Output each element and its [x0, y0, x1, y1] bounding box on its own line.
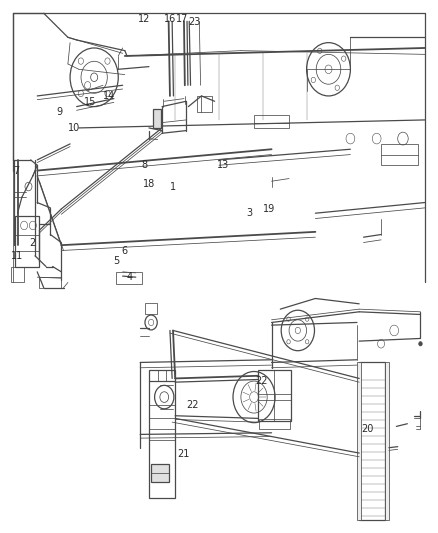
Text: 13: 13 [217, 160, 230, 170]
Circle shape [419, 342, 422, 346]
Bar [39, 277, 61, 288]
Text: 22: 22 [256, 376, 268, 386]
Text: 5: 5 [113, 256, 119, 266]
Bar [385, 362, 389, 520]
Text: 17: 17 [176, 14, 188, 23]
Text: 10: 10 [68, 123, 81, 133]
Bar [258, 370, 291, 421]
Bar [197, 96, 212, 112]
Text: 20: 20 [362, 424, 374, 434]
Text: 1: 1 [170, 182, 176, 191]
Bar [381, 144, 418, 165]
Bar [357, 362, 361, 520]
Text: 3: 3 [247, 208, 253, 218]
Text: 15: 15 [84, 98, 96, 107]
Text: 21: 21 [177, 449, 189, 459]
Bar [145, 303, 157, 314]
Text: 12: 12 [138, 14, 151, 23]
Bar [15, 216, 39, 266]
Text: 2: 2 [30, 238, 36, 247]
Text: 22: 22 [187, 400, 199, 410]
Bar [359, 362, 385, 520]
Text: 11: 11 [11, 251, 23, 261]
Text: 8: 8 [141, 160, 148, 170]
Bar [116, 272, 142, 284]
Text: 19: 19 [263, 204, 276, 214]
Text: 7: 7 [14, 166, 20, 175]
Bar [153, 109, 161, 128]
Bar [254, 115, 289, 128]
Bar [149, 370, 175, 498]
Text: 4: 4 [126, 272, 132, 282]
Bar [259, 419, 290, 429]
Text: 18: 18 [143, 179, 155, 189]
Text: 9: 9 [56, 107, 62, 117]
Text: 6: 6 [122, 246, 128, 255]
Text: 14: 14 [102, 91, 115, 101]
Text: 16: 16 [164, 14, 176, 23]
Bar [151, 464, 169, 482]
Text: 23: 23 [189, 18, 201, 27]
Bar [11, 266, 24, 282]
